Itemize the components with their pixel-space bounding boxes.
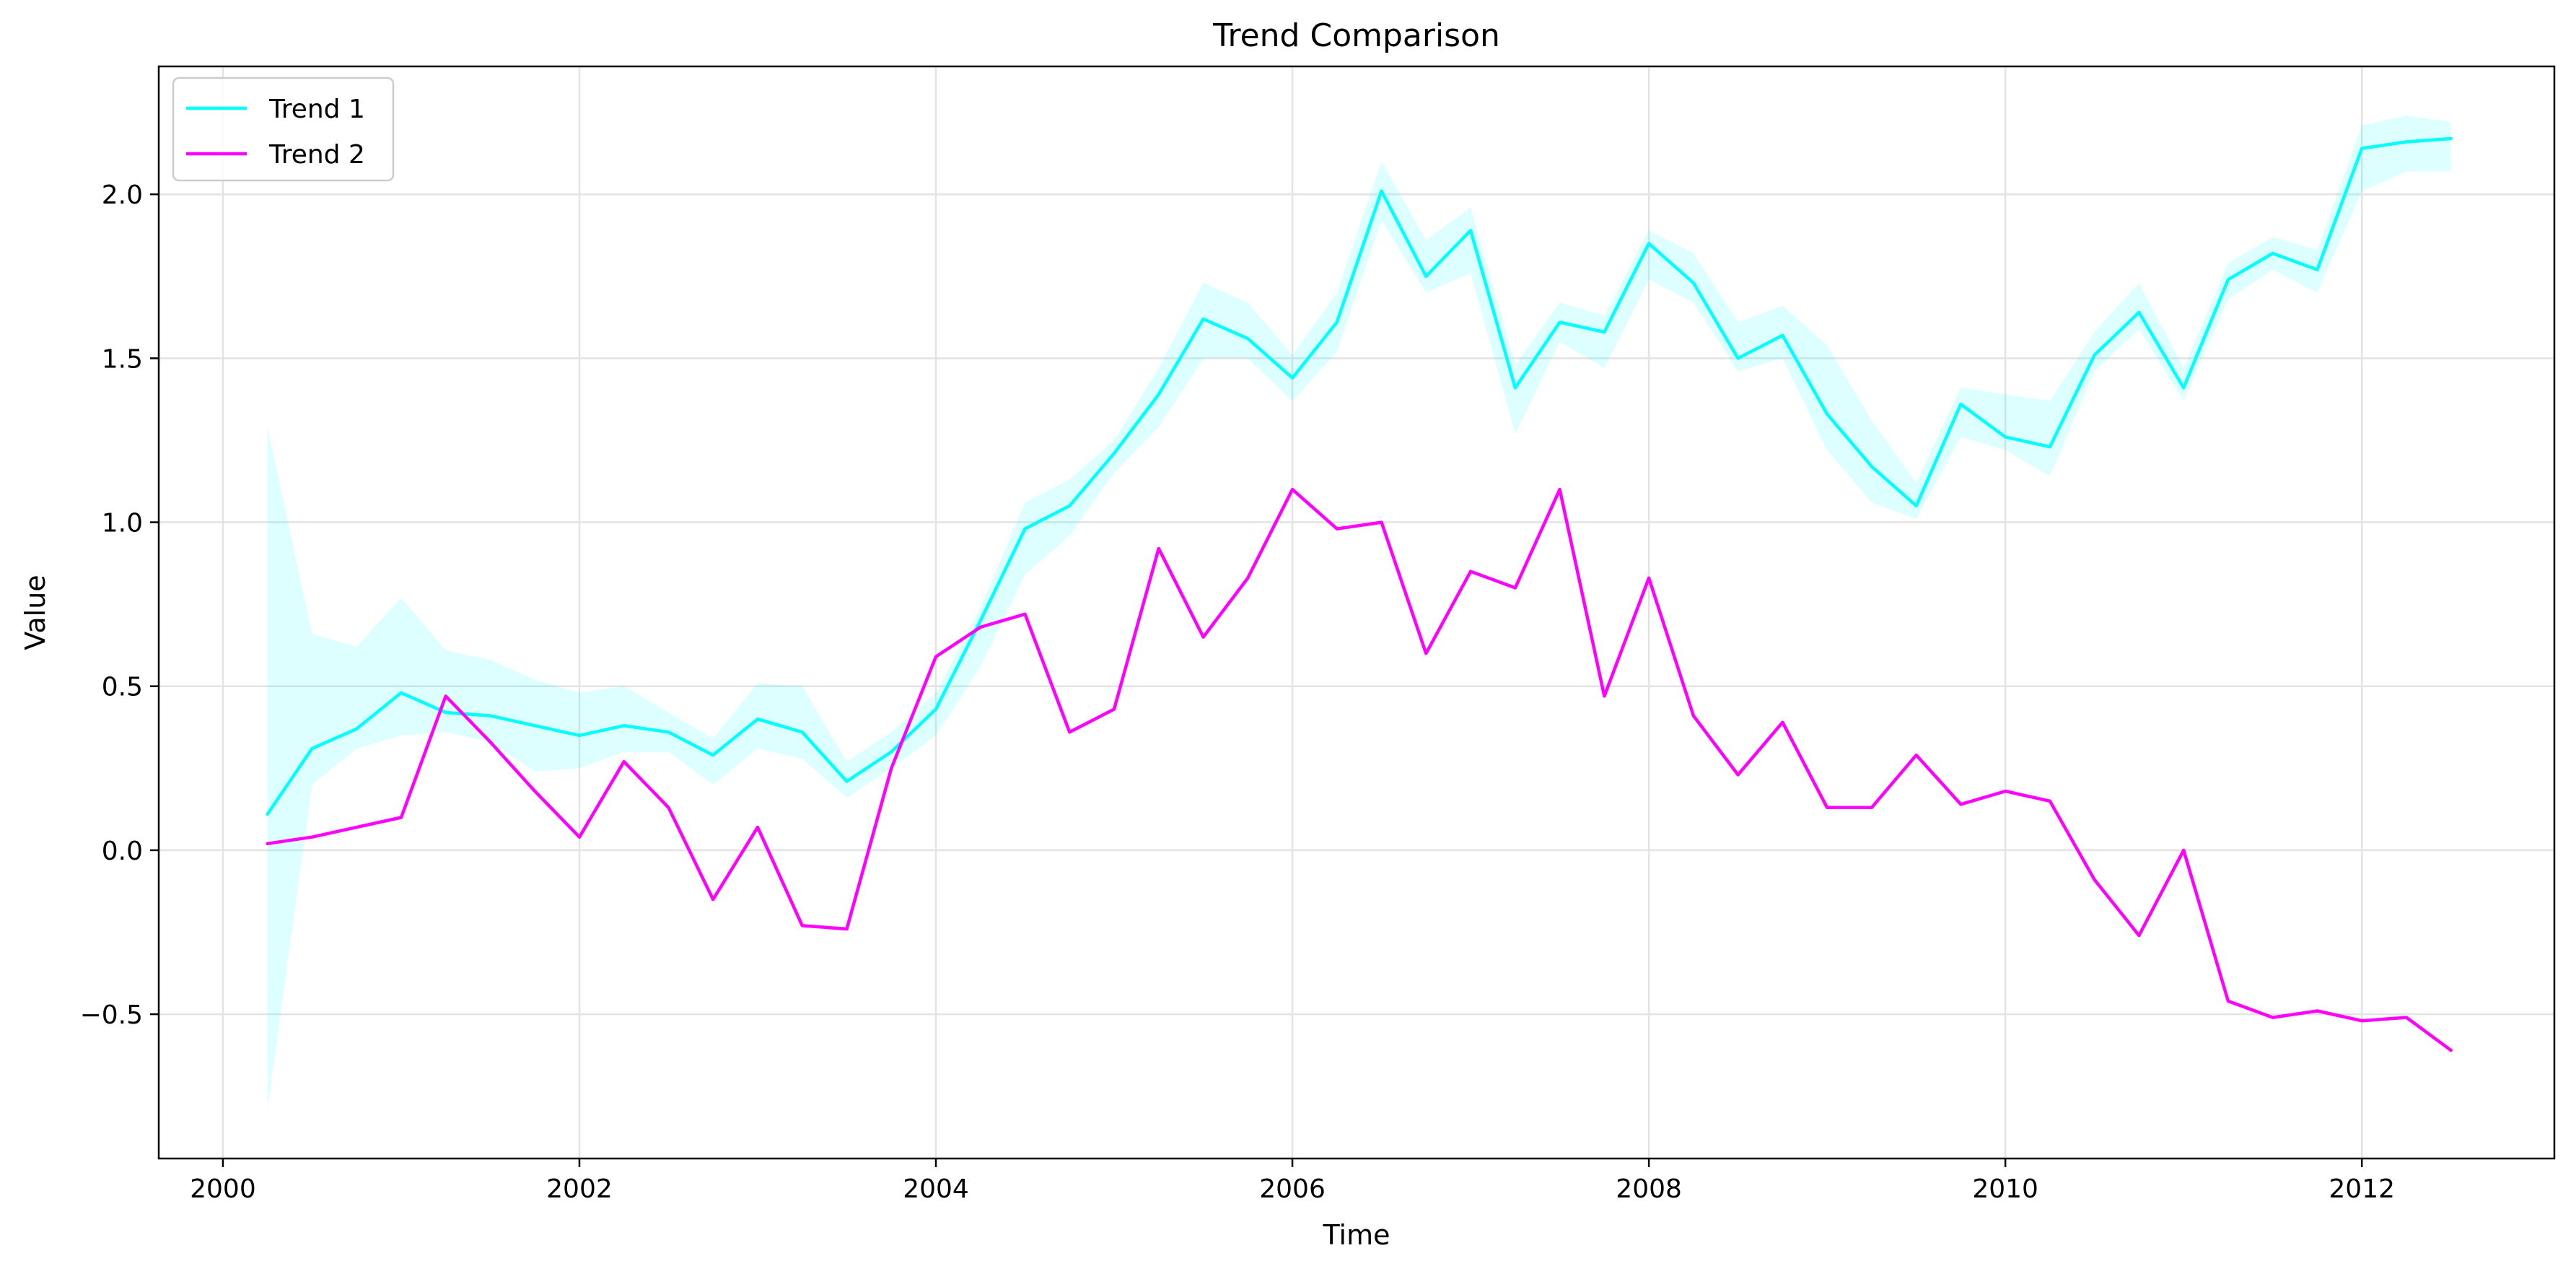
chart-title: Trend Comparison (1212, 17, 1500, 54)
y-tick-label: −0.5 (80, 1000, 143, 1030)
legend: Trend 1 Trend 2 (172, 77, 395, 182)
grid-lines (159, 66, 2554, 1159)
y-tick-label: 1.0 (102, 509, 143, 538)
legend-label-1: Trend 1 (268, 95, 365, 124)
y-tick-label: 0.0 (102, 837, 143, 866)
x-tick-label: 2006 (1259, 1174, 1326, 1204)
x-axis-label: Time (1323, 1219, 1390, 1251)
x-tick-label: 2002 (546, 1174, 613, 1204)
series-lines (266, 136, 2453, 1052)
x-tick-label: 2012 (2329, 1174, 2395, 1204)
x-tick-label: 2010 (1972, 1174, 2038, 1204)
y-tick-label: 0.5 (102, 673, 143, 702)
series-line-1 (266, 136, 2453, 816)
axis-ticks: 2000 2002 2004 2006 2008 2010 2012 −0.5 0.0 0.5 1.… (80, 180, 2395, 1204)
legend-label-2: Trend 2 (268, 140, 365, 170)
x-tick-label: 2000 (190, 1174, 256, 1204)
y-axis-label: Value (19, 575, 51, 650)
confidence-band-area (267, 115, 2451, 1109)
x-tick-label: 2008 (1616, 1174, 1682, 1204)
y-tick-label: 2.0 (102, 180, 143, 210)
plot-area-frame (157, 65, 2556, 1160)
y-tick-label: 1.5 (102, 344, 143, 374)
series-line-2 (266, 487, 2453, 1052)
x-tick-label: 2004 (903, 1174, 969, 1204)
confidence-band (267, 115, 2451, 1109)
